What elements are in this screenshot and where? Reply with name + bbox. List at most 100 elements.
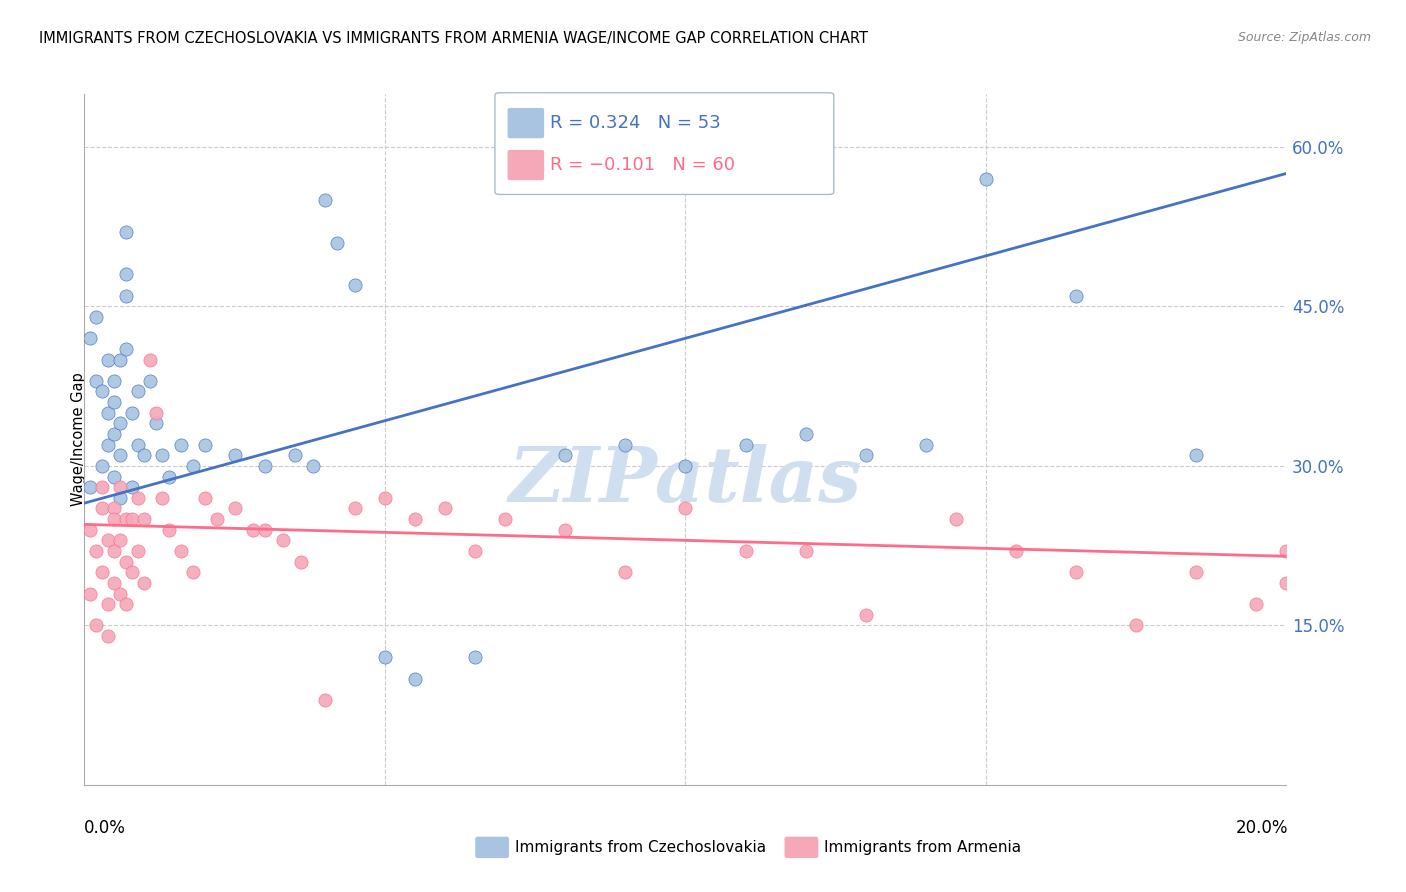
Point — [79, 523, 101, 537]
Point — [253, 523, 276, 537]
Point — [974, 171, 997, 186]
Point — [97, 597, 120, 611]
Text: Immigrants from Czechoslovakia: Immigrants from Czechoslovakia — [515, 840, 766, 855]
Point — [326, 235, 349, 250]
Point — [794, 427, 817, 442]
Point — [110, 586, 132, 600]
Point — [242, 523, 264, 537]
Point — [86, 544, 108, 558]
Point — [224, 448, 246, 462]
Point — [103, 374, 125, 388]
Point — [79, 331, 101, 345]
Point — [494, 512, 516, 526]
Point — [115, 597, 138, 611]
Point — [91, 566, 114, 580]
Point — [121, 480, 143, 494]
Point — [115, 512, 138, 526]
Point — [614, 437, 637, 451]
Point — [1064, 566, 1087, 580]
Point — [86, 618, 108, 632]
Point — [103, 544, 125, 558]
Point — [110, 533, 132, 548]
Point — [97, 533, 120, 548]
Point — [205, 512, 228, 526]
Point — [314, 693, 336, 707]
Point — [181, 458, 204, 473]
Point — [1275, 544, 1298, 558]
Point — [134, 512, 156, 526]
Point — [97, 352, 120, 367]
Point — [97, 406, 120, 420]
Point — [152, 448, 174, 462]
Point — [271, 533, 294, 548]
Point — [169, 544, 191, 558]
Point — [1064, 289, 1087, 303]
Point — [464, 544, 486, 558]
Point — [301, 458, 323, 473]
Point — [554, 523, 576, 537]
Point — [79, 480, 101, 494]
Point — [224, 501, 246, 516]
Point — [734, 437, 756, 451]
Point — [314, 193, 336, 207]
Point — [127, 491, 149, 505]
Point — [110, 352, 132, 367]
Point — [194, 437, 217, 451]
Point — [675, 501, 697, 516]
Point — [134, 575, 156, 590]
Point — [157, 469, 180, 483]
Text: ZIPatlas: ZIPatlas — [509, 444, 862, 517]
Point — [103, 501, 125, 516]
Point — [91, 384, 114, 399]
Point — [110, 448, 132, 462]
Point — [121, 512, 143, 526]
Point — [1185, 448, 1208, 462]
Point — [157, 523, 180, 537]
Point — [103, 427, 125, 442]
Point — [343, 501, 366, 516]
Point — [1005, 544, 1028, 558]
Point — [110, 417, 132, 431]
Point — [115, 555, 138, 569]
Point — [121, 566, 143, 580]
Point — [145, 406, 167, 420]
Point — [915, 437, 938, 451]
Point — [614, 566, 637, 580]
Point — [434, 501, 457, 516]
Point — [945, 512, 967, 526]
Point — [115, 289, 138, 303]
Y-axis label: Wage/Income Gap: Wage/Income Gap — [72, 373, 86, 506]
Point — [97, 437, 120, 451]
Point — [121, 406, 143, 420]
Point — [404, 512, 426, 526]
Point — [1125, 618, 1147, 632]
Point — [1275, 575, 1298, 590]
Point — [134, 448, 156, 462]
Text: Immigrants from Armenia: Immigrants from Armenia — [824, 840, 1021, 855]
Point — [290, 555, 312, 569]
Point — [675, 458, 697, 473]
Point — [79, 586, 101, 600]
Point — [1185, 566, 1208, 580]
Point — [794, 544, 817, 558]
Text: Source: ZipAtlas.com: Source: ZipAtlas.com — [1237, 31, 1371, 45]
Point — [86, 310, 108, 324]
Point — [86, 374, 108, 388]
Point — [139, 352, 162, 367]
Point — [115, 342, 138, 356]
Point — [734, 544, 756, 558]
Point — [145, 417, 167, 431]
Point — [374, 650, 396, 665]
Point — [169, 437, 191, 451]
Point — [110, 491, 132, 505]
Text: 20.0%: 20.0% — [1236, 819, 1288, 837]
Point — [103, 469, 125, 483]
Point — [115, 225, 138, 239]
Point — [374, 491, 396, 505]
Point — [284, 448, 307, 462]
Point — [115, 268, 138, 282]
Text: IMMIGRANTS FROM CZECHOSLOVAKIA VS IMMIGRANTS FROM ARMENIA WAGE/INCOME GAP CORREL: IMMIGRANTS FROM CZECHOSLOVAKIA VS IMMIGR… — [39, 31, 869, 46]
Point — [110, 480, 132, 494]
Point — [97, 629, 120, 643]
Point — [91, 480, 114, 494]
